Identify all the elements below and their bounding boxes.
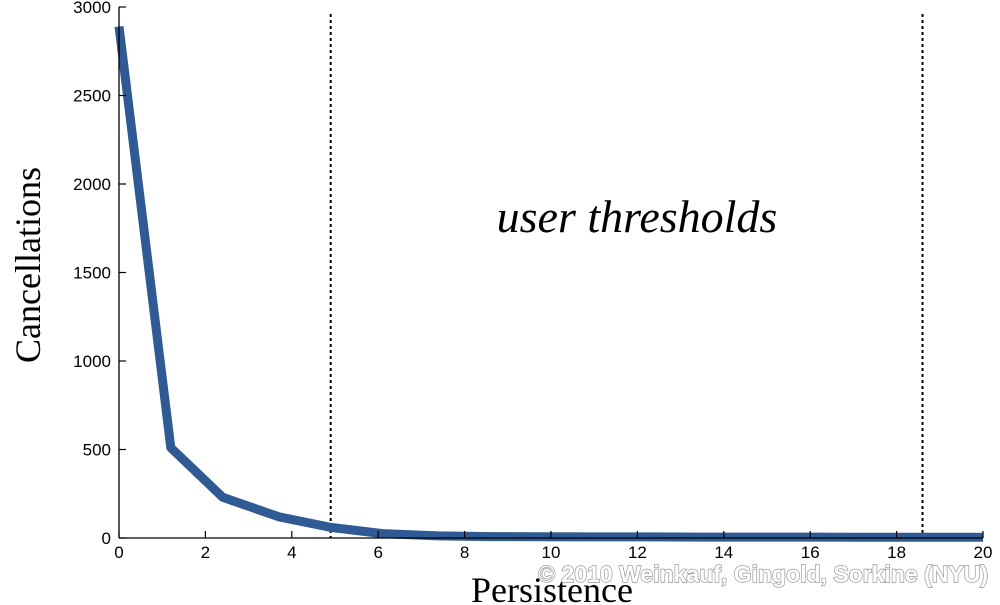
y-ticks: 0 500 1000 1500 2000 2500 3000 xyxy=(73,0,126,548)
x-ticks: 0 2 4 6 8 10 12 14 16 18 20 xyxy=(114,531,992,562)
y-tick-label: 500 xyxy=(83,441,111,460)
x-tick-label: 2 xyxy=(201,543,210,562)
x-tick-label: 18 xyxy=(887,543,906,562)
y-tick-label: 1000 xyxy=(73,352,111,371)
data-series xyxy=(114,25,983,542)
x-axis-title: Persistence xyxy=(471,570,633,605)
watermark: © 2010 Weinkauf, Gingold, Sorkine (NYU) xyxy=(538,561,988,587)
y-tick-label: 3000 xyxy=(73,0,111,17)
annotation: user thresholds xyxy=(497,191,778,242)
axes xyxy=(118,7,983,539)
y-tick-label: 0 xyxy=(102,529,111,548)
x-tick-label: 8 xyxy=(460,543,469,562)
y-tick-label: 2000 xyxy=(73,175,111,194)
x-tick-label: 16 xyxy=(801,543,820,562)
series-line xyxy=(114,25,983,542)
x-tick-label: 6 xyxy=(373,543,382,562)
threshold-lines xyxy=(329,14,924,538)
y-tick-label: 2500 xyxy=(73,87,111,106)
y-axis-title: Cancellations xyxy=(8,167,48,363)
x-tick-label: 12 xyxy=(628,543,647,562)
x-tick-label: 14 xyxy=(714,543,733,562)
x-tick-label: 20 xyxy=(974,543,993,562)
y-tick-label: 1500 xyxy=(73,264,111,283)
x-tick-label: 10 xyxy=(542,543,561,562)
x-tick-label: 4 xyxy=(287,543,296,562)
x-tick-label: 0 xyxy=(114,543,123,562)
